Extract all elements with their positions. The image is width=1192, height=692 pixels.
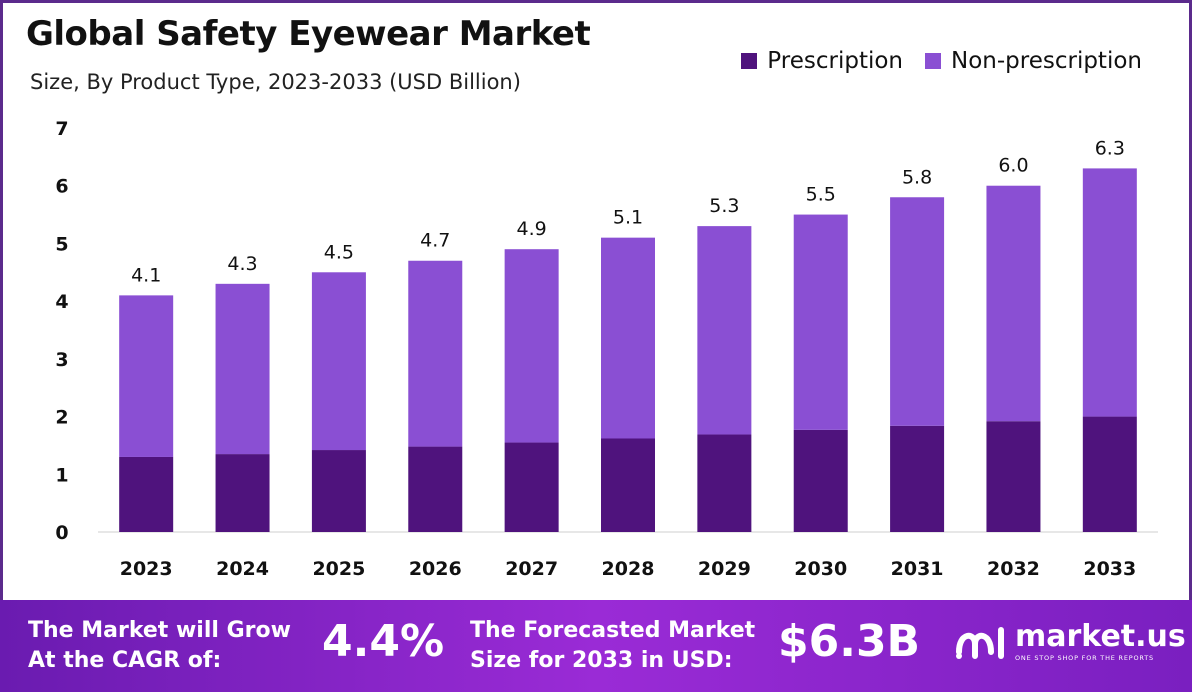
bar-non-prescription (408, 260, 463, 447)
legend-label-prescription: Prescription (767, 48, 903, 74)
legend-swatch-non-prescription (925, 53, 941, 69)
legend-item-non-prescription: Non-prescription (925, 48, 1142, 74)
y-tick-label: 0 (55, 522, 68, 544)
x-tick-label: 2026 (409, 558, 462, 580)
cagr-label-line2: At the CAGR of: (28, 648, 222, 673)
x-tick-label: 2029 (698, 558, 751, 580)
cagr-value: 4.4% (322, 616, 445, 667)
legend-swatch-prescription (741, 53, 758, 69)
bar-non-prescription (119, 295, 174, 457)
bar-prescription (1082, 416, 1137, 532)
bar-total-label: 4.9 (517, 218, 547, 240)
chart-subtitle: Size, By Product Type, 2023-2033 (USD Bi… (30, 70, 521, 94)
brand-name: market.us (1015, 619, 1186, 654)
cagr-label: The Market will Grow At the CAGR of: (28, 616, 291, 676)
bar-prescription (793, 429, 848, 532)
bar-non-prescription (215, 283, 270, 455)
bar-prescription (890, 425, 945, 532)
forecast-label: The Forecasted Market Size for 2033 in U… (470, 616, 755, 676)
bar-total-label: 6.3 (1095, 137, 1125, 159)
footer-banner: The Market will Grow At the CAGR of: 4.4… (0, 600, 1192, 692)
y-tick-label: 5 (55, 233, 68, 255)
brand-logo: market.us ONE STOP SHOP FOR THE REPORTS (955, 622, 1186, 662)
y-tick-label: 1 (55, 464, 68, 486)
bar-non-prescription (504, 249, 559, 443)
bar-prescription (408, 446, 463, 532)
bar-total-label: 5.3 (709, 195, 739, 217)
bar-total-label: 4.1 (131, 264, 161, 286)
legend-item-prescription: Prescription (741, 48, 903, 74)
bar-total-label: 4.7 (420, 230, 450, 252)
bar-total-label: 4.5 (324, 241, 354, 263)
forecast-value: $6.3B (778, 616, 921, 667)
bar-prescription (986, 421, 1041, 532)
market-us-logo-icon (956, 627, 1004, 659)
chart-title: Global Safety Eyewear Market (26, 14, 591, 54)
bar-total-label: 5.5 (806, 184, 836, 206)
bar-chart: 0 1 2 3 4 5 6 7 4.1 2023 4.3 2024 4.5 2025 4.7 2026 4.9 2… (55, 118, 1158, 580)
x-tick-label: 2031 (891, 558, 944, 580)
brand-tagline: ONE STOP SHOP FOR THE REPORTS (1015, 654, 1154, 662)
bar-non-prescription (793, 214, 848, 430)
bar-total-label: 4.3 (227, 253, 257, 275)
x-tick-label: 2030 (794, 558, 847, 580)
x-tick-label: 2023 (120, 558, 173, 580)
bar-total-label: 5.8 (902, 166, 932, 188)
bar-non-prescription (697, 226, 752, 435)
bar-non-prescription (890, 197, 945, 426)
forecast-label-line2: Size for 2033 in USD: (470, 648, 733, 673)
x-tick-label: 2027 (505, 558, 558, 580)
x-tick-label: 2024 (216, 558, 269, 580)
x-tick-label: 2033 (1083, 558, 1136, 580)
bar-prescription (697, 434, 752, 532)
y-tick-label: 3 (55, 349, 68, 371)
y-tick-label: 7 (55, 118, 68, 140)
bar-prescription (119, 456, 174, 532)
brand-text: market.us ONE STOP SHOP FOR THE REPORTS (1015, 619, 1186, 663)
y-tick-label: 4 (55, 291, 68, 313)
legend: Prescription Non-prescription (741, 48, 1142, 74)
bar-total-label: 6.0 (998, 155, 1028, 177)
bar-prescription (504, 442, 559, 532)
x-tick-label: 2032 (987, 558, 1040, 580)
y-tick-label: 6 (55, 176, 68, 198)
y-tick-label: 2 (55, 407, 68, 429)
bar-prescription (215, 454, 270, 532)
bar-non-prescription (601, 237, 655, 439)
legend-label-non-prescription: Non-prescription (951, 48, 1142, 74)
bar-non-prescription (311, 272, 366, 451)
x-tick-label: 2025 (312, 558, 365, 580)
bar-non-prescription (986, 185, 1041, 422)
bar-non-prescription (1082, 168, 1137, 417)
bar-total-label: 5.1 (613, 207, 643, 229)
bar-prescription (601, 438, 655, 532)
x-tick-label: 2028 (602, 558, 655, 580)
cagr-label-line1: The Market will Grow (28, 618, 291, 643)
forecast-label-line1: The Forecasted Market (470, 618, 756, 643)
bar-prescription (311, 450, 366, 532)
